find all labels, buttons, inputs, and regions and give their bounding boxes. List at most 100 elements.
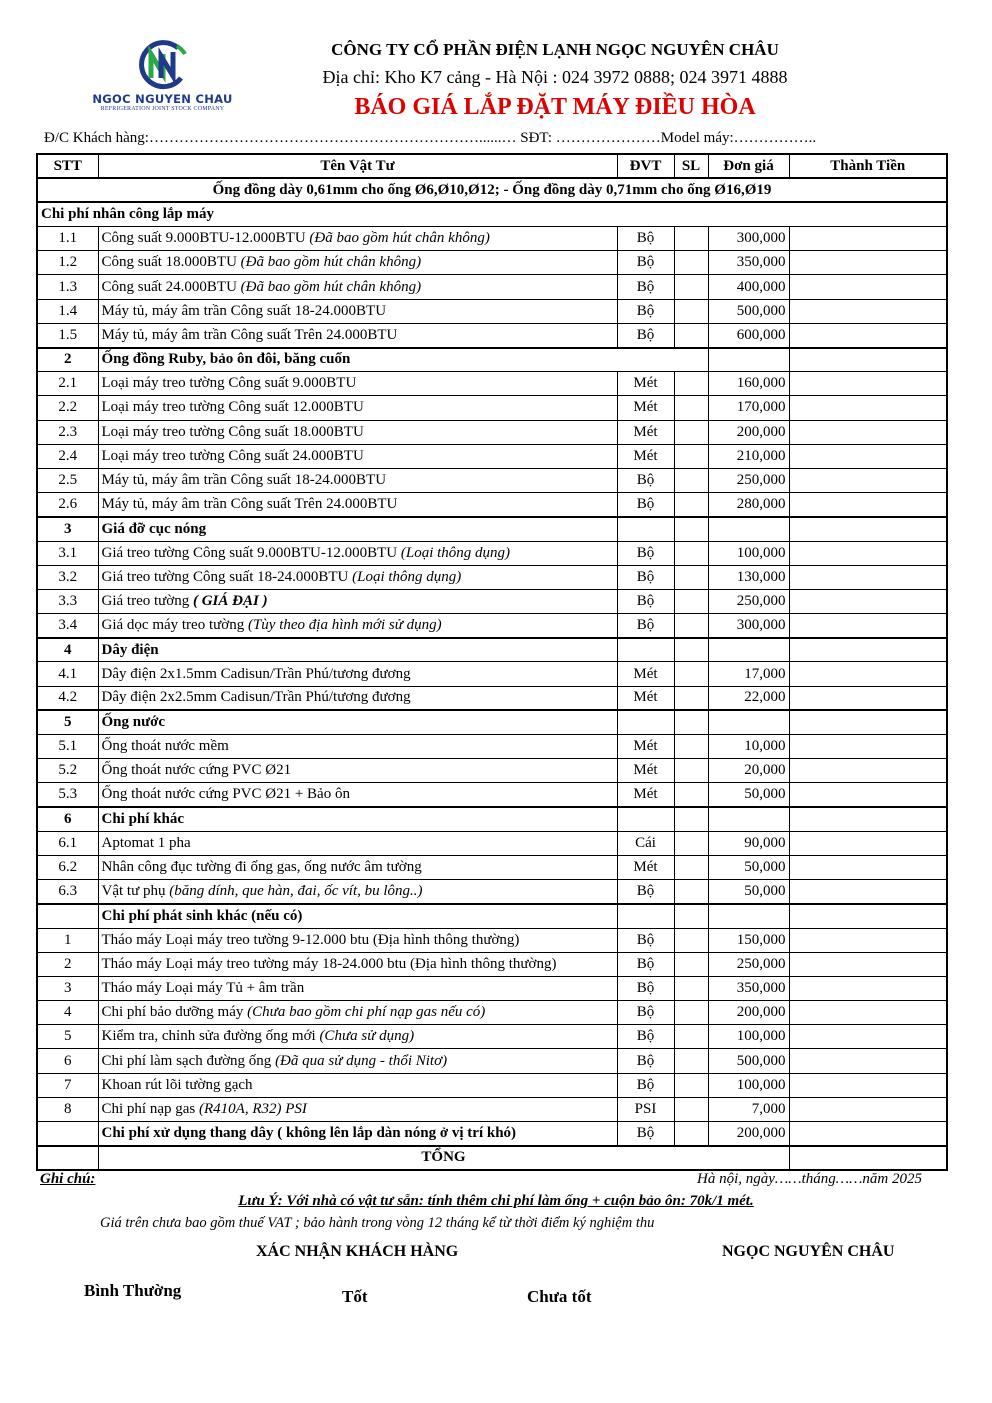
quantity-cell[interactable] (673, 588, 709, 615)
table-cell: 1.4 (36, 298, 99, 324)
rating-bad[interactable]: Chưa tốt (527, 1287, 592, 1306)
section-row: Chi phí nhân công lắp máy (36, 201, 948, 228)
quantity-cell[interactable] (673, 879, 709, 905)
quantity-cell[interactable] (673, 927, 709, 953)
amount-cell[interactable] (788, 879, 948, 905)
amount-cell[interactable] (788, 443, 948, 469)
quantity-cell[interactable] (673, 298, 709, 324)
quantity-cell[interactable] (673, 1048, 709, 1074)
amount-cell[interactable] (788, 564, 948, 590)
amount-cell[interactable] (788, 1072, 948, 1098)
amount-cell[interactable] (788, 226, 948, 252)
quantity-cell[interactable] (673, 854, 709, 881)
table-cell: 2.5 (36, 467, 99, 494)
amount-cell[interactable] (788, 854, 948, 881)
quantity-cell[interactable] (673, 467, 709, 494)
quantity-cell[interactable] (673, 250, 709, 276)
table-cell: 2.3 (36, 419, 99, 445)
amount-cell[interactable] (788, 758, 948, 784)
amount-cell[interactable] (788, 951, 948, 977)
amount-cell[interactable] (788, 371, 948, 397)
amount-cell[interactable] (788, 1120, 948, 1147)
table-row: 1.1 Công suất 9.000BTU-12.000BTU (Đã bao … (36, 226, 948, 252)
table-cell: Công suất 24.000BTU (Đã bao gồm hút chân… (97, 274, 618, 300)
amount-cell[interactable] (788, 1048, 948, 1074)
rating-good[interactable]: Tốt (342, 1287, 368, 1306)
amount-cell[interactable] (788, 661, 948, 687)
total-amount (788, 1144, 948, 1171)
table-cell: 6.3 (36, 879, 99, 905)
amount-cell[interactable] (788, 1024, 948, 1050)
quantity-cell[interactable] (673, 951, 709, 977)
table-cell: Tháo máy Loại máy treo tường máy 18-24.0… (97, 951, 618, 977)
amount-cell[interactable] (788, 419, 948, 445)
amount-cell[interactable] (788, 588, 948, 615)
amount-cell[interactable] (788, 1000, 948, 1026)
quantity-cell[interactable] (673, 1024, 709, 1050)
section-row: Chi phí phát sinh khác (nếu có) (36, 902, 948, 929)
table-cell: Bộ (616, 322, 675, 349)
amount-cell[interactable] (788, 685, 948, 711)
quantity-cell[interactable] (673, 1000, 709, 1026)
amount-cell[interactable] (788, 1096, 948, 1123)
table-cell (707, 515, 790, 542)
quantity-cell[interactable] (673, 1072, 709, 1098)
amount-cell[interactable] (788, 467, 948, 494)
table-cell: Dây điện (97, 636, 618, 663)
table-cell: 4.2 (36, 685, 99, 711)
company-address: Địa chỉ: Kho K7 cảng - Hà Nội : 024 3972… (322, 67, 788, 87)
table-cell: Bộ (616, 1000, 675, 1026)
amount-cell[interactable] (788, 830, 948, 856)
quantity-cell[interactable] (673, 661, 709, 687)
column-header: SL (673, 153, 709, 180)
column-header: STT (36, 153, 99, 180)
amount-cell[interactable] (788, 274, 948, 300)
amount-cell[interactable] (788, 298, 948, 324)
rating-normal[interactable]: Bình Thường (84, 1281, 182, 1300)
amount-cell[interactable] (788, 492, 948, 518)
amount-cell[interactable] (788, 395, 948, 421)
quantity-cell[interactable] (673, 564, 709, 590)
item-name: Loại máy treo tường Công suất 12.000BTU (101, 399, 364, 416)
table-cell (616, 902, 675, 929)
quantity-cell[interactable] (673, 419, 709, 445)
item-name: Kiểm tra, chỉnh sửa đường ống mới (101, 1028, 320, 1045)
amount-cell[interactable] (788, 733, 948, 760)
quantity-cell[interactable] (673, 443, 709, 469)
amount-cell[interactable] (788, 782, 948, 808)
amount-cell[interactable] (788, 975, 948, 1002)
quantity-cell[interactable] (673, 733, 709, 760)
table-cell: 6.2 (36, 854, 99, 881)
quantity-cell[interactable] (673, 613, 709, 639)
item-name: Công suất 18.000BTU (101, 254, 241, 271)
quantity-cell[interactable] (673, 830, 709, 856)
quantity-cell[interactable] (673, 975, 709, 1002)
amount-cell[interactable] (788, 322, 948, 349)
table-cell: 200,000 (707, 1000, 790, 1026)
quantity-cell[interactable] (673, 226, 709, 252)
quantity-cell[interactable] (673, 371, 709, 397)
table-cell: Máy tủ, máy âm trần Công suất Trên 24.00… (97, 322, 618, 349)
item-name: Máy tủ, máy âm trần Công suất 18-24.000B… (101, 302, 387, 319)
amount-cell[interactable] (788, 540, 948, 566)
item-name: Chi phí bảo dưỡng máy (101, 1004, 248, 1021)
table-cell: Bộ (616, 492, 675, 518)
quantity-cell[interactable] (673, 1096, 709, 1123)
quantity-cell[interactable] (673, 758, 709, 784)
quantity-cell[interactable] (673, 395, 709, 421)
item-name: Loại máy treo tường Công suất 9.000BTU (101, 375, 357, 392)
quantity-cell[interactable] (673, 685, 709, 711)
quantity-cell[interactable] (673, 322, 709, 349)
amount-cell[interactable] (788, 927, 948, 953)
quantity-cell[interactable] (673, 782, 709, 808)
table-cell: Máy tủ, máy âm trần Công suất 18-24.000B… (97, 467, 618, 494)
quantity-cell[interactable] (673, 540, 709, 566)
table-cell: Bộ (616, 975, 675, 1002)
quantity-cell[interactable] (673, 274, 709, 300)
quantity-cell[interactable] (673, 1120, 709, 1147)
table-cell: 5.2 (36, 758, 99, 784)
amount-cell[interactable] (788, 250, 948, 276)
quantity-cell[interactable] (673, 492, 709, 518)
amount-cell[interactable] (788, 613, 948, 639)
table-cell: 350,000 (707, 250, 790, 276)
